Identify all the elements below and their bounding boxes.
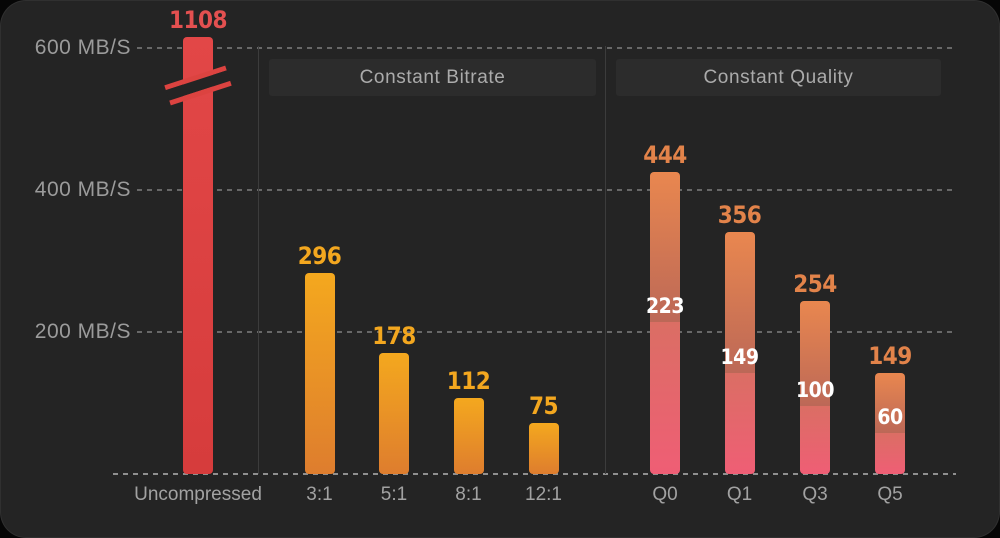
bar-5:1 <box>379 353 409 474</box>
section-header-constant-quality: Constant Quality <box>616 59 941 96</box>
bar-category-label: 3:1 <box>306 484 333 505</box>
x-axis-baseline <box>113 473 956 475</box>
bar-value-label: 112 <box>446 367 491 395</box>
bar-q0 <box>650 172 680 474</box>
bar-value-label: 149 <box>868 342 912 370</box>
bar-value-label: 75 <box>528 392 559 420</box>
bar-split-label: 100 <box>796 378 834 402</box>
bar-value-label: 444 <box>643 141 687 169</box>
bar-category-label: 12:1 <box>525 484 562 505</box>
bar-category-label: Q0 <box>652 484 678 505</box>
y-tick-200: 200 MB/S <box>34 320 131 343</box>
bar-q5 <box>875 373 905 474</box>
bar-split-label: 60 <box>877 405 903 429</box>
bar-upper-segment <box>650 172 680 322</box>
bar-value-label: 356 <box>717 201 762 229</box>
bar-category-label: 5:1 <box>380 484 408 505</box>
section-divider-left <box>258 46 259 474</box>
bar-q1 <box>724 232 755 474</box>
y-tick-400: 400 MB/S <box>34 178 131 201</box>
bar-lower-segment <box>875 433 905 474</box>
bar-split-label: 149 <box>720 345 759 369</box>
bar-category-label: Q3 <box>802 484 828 505</box>
section-divider-right <box>605 46 606 474</box>
bar-value-label: 254 <box>793 270 837 298</box>
bar-lower-segment <box>650 322 680 474</box>
gridline-200 <box>137 331 953 333</box>
bar-category-label: Q5 <box>877 484 903 505</box>
gridline-600 <box>137 47 953 49</box>
bar-q3 <box>800 301 830 474</box>
bar-category-label: 8:1 <box>455 484 482 505</box>
bar-split-label: 223 <box>646 294 684 318</box>
bar-12:1 <box>528 423 559 474</box>
gridline-400 <box>137 189 953 191</box>
section-header-constant-bitrate: Constant Bitrate <box>269 59 596 96</box>
bar-value-label: 1108 <box>168 6 228 34</box>
bar-3:1 <box>304 273 335 474</box>
bar-value-label: 296 <box>297 242 342 270</box>
bar-category-label: Q1 <box>726 484 753 505</box>
bar-upper-segment <box>724 232 755 373</box>
bar-upper-segment <box>800 301 830 406</box>
bar-lower-segment <box>724 373 755 474</box>
y-tick-600: 600 MB/S <box>34 36 131 59</box>
bar-8:1 <box>453 398 484 474</box>
bar-upper-segment <box>875 373 905 433</box>
bar-uncompressed <box>183 37 213 474</box>
bar-value-label: 178 <box>372 322 416 350</box>
bar-lower-segment <box>800 406 830 474</box>
bar-category-label: Uncompressed <box>134 484 262 505</box>
